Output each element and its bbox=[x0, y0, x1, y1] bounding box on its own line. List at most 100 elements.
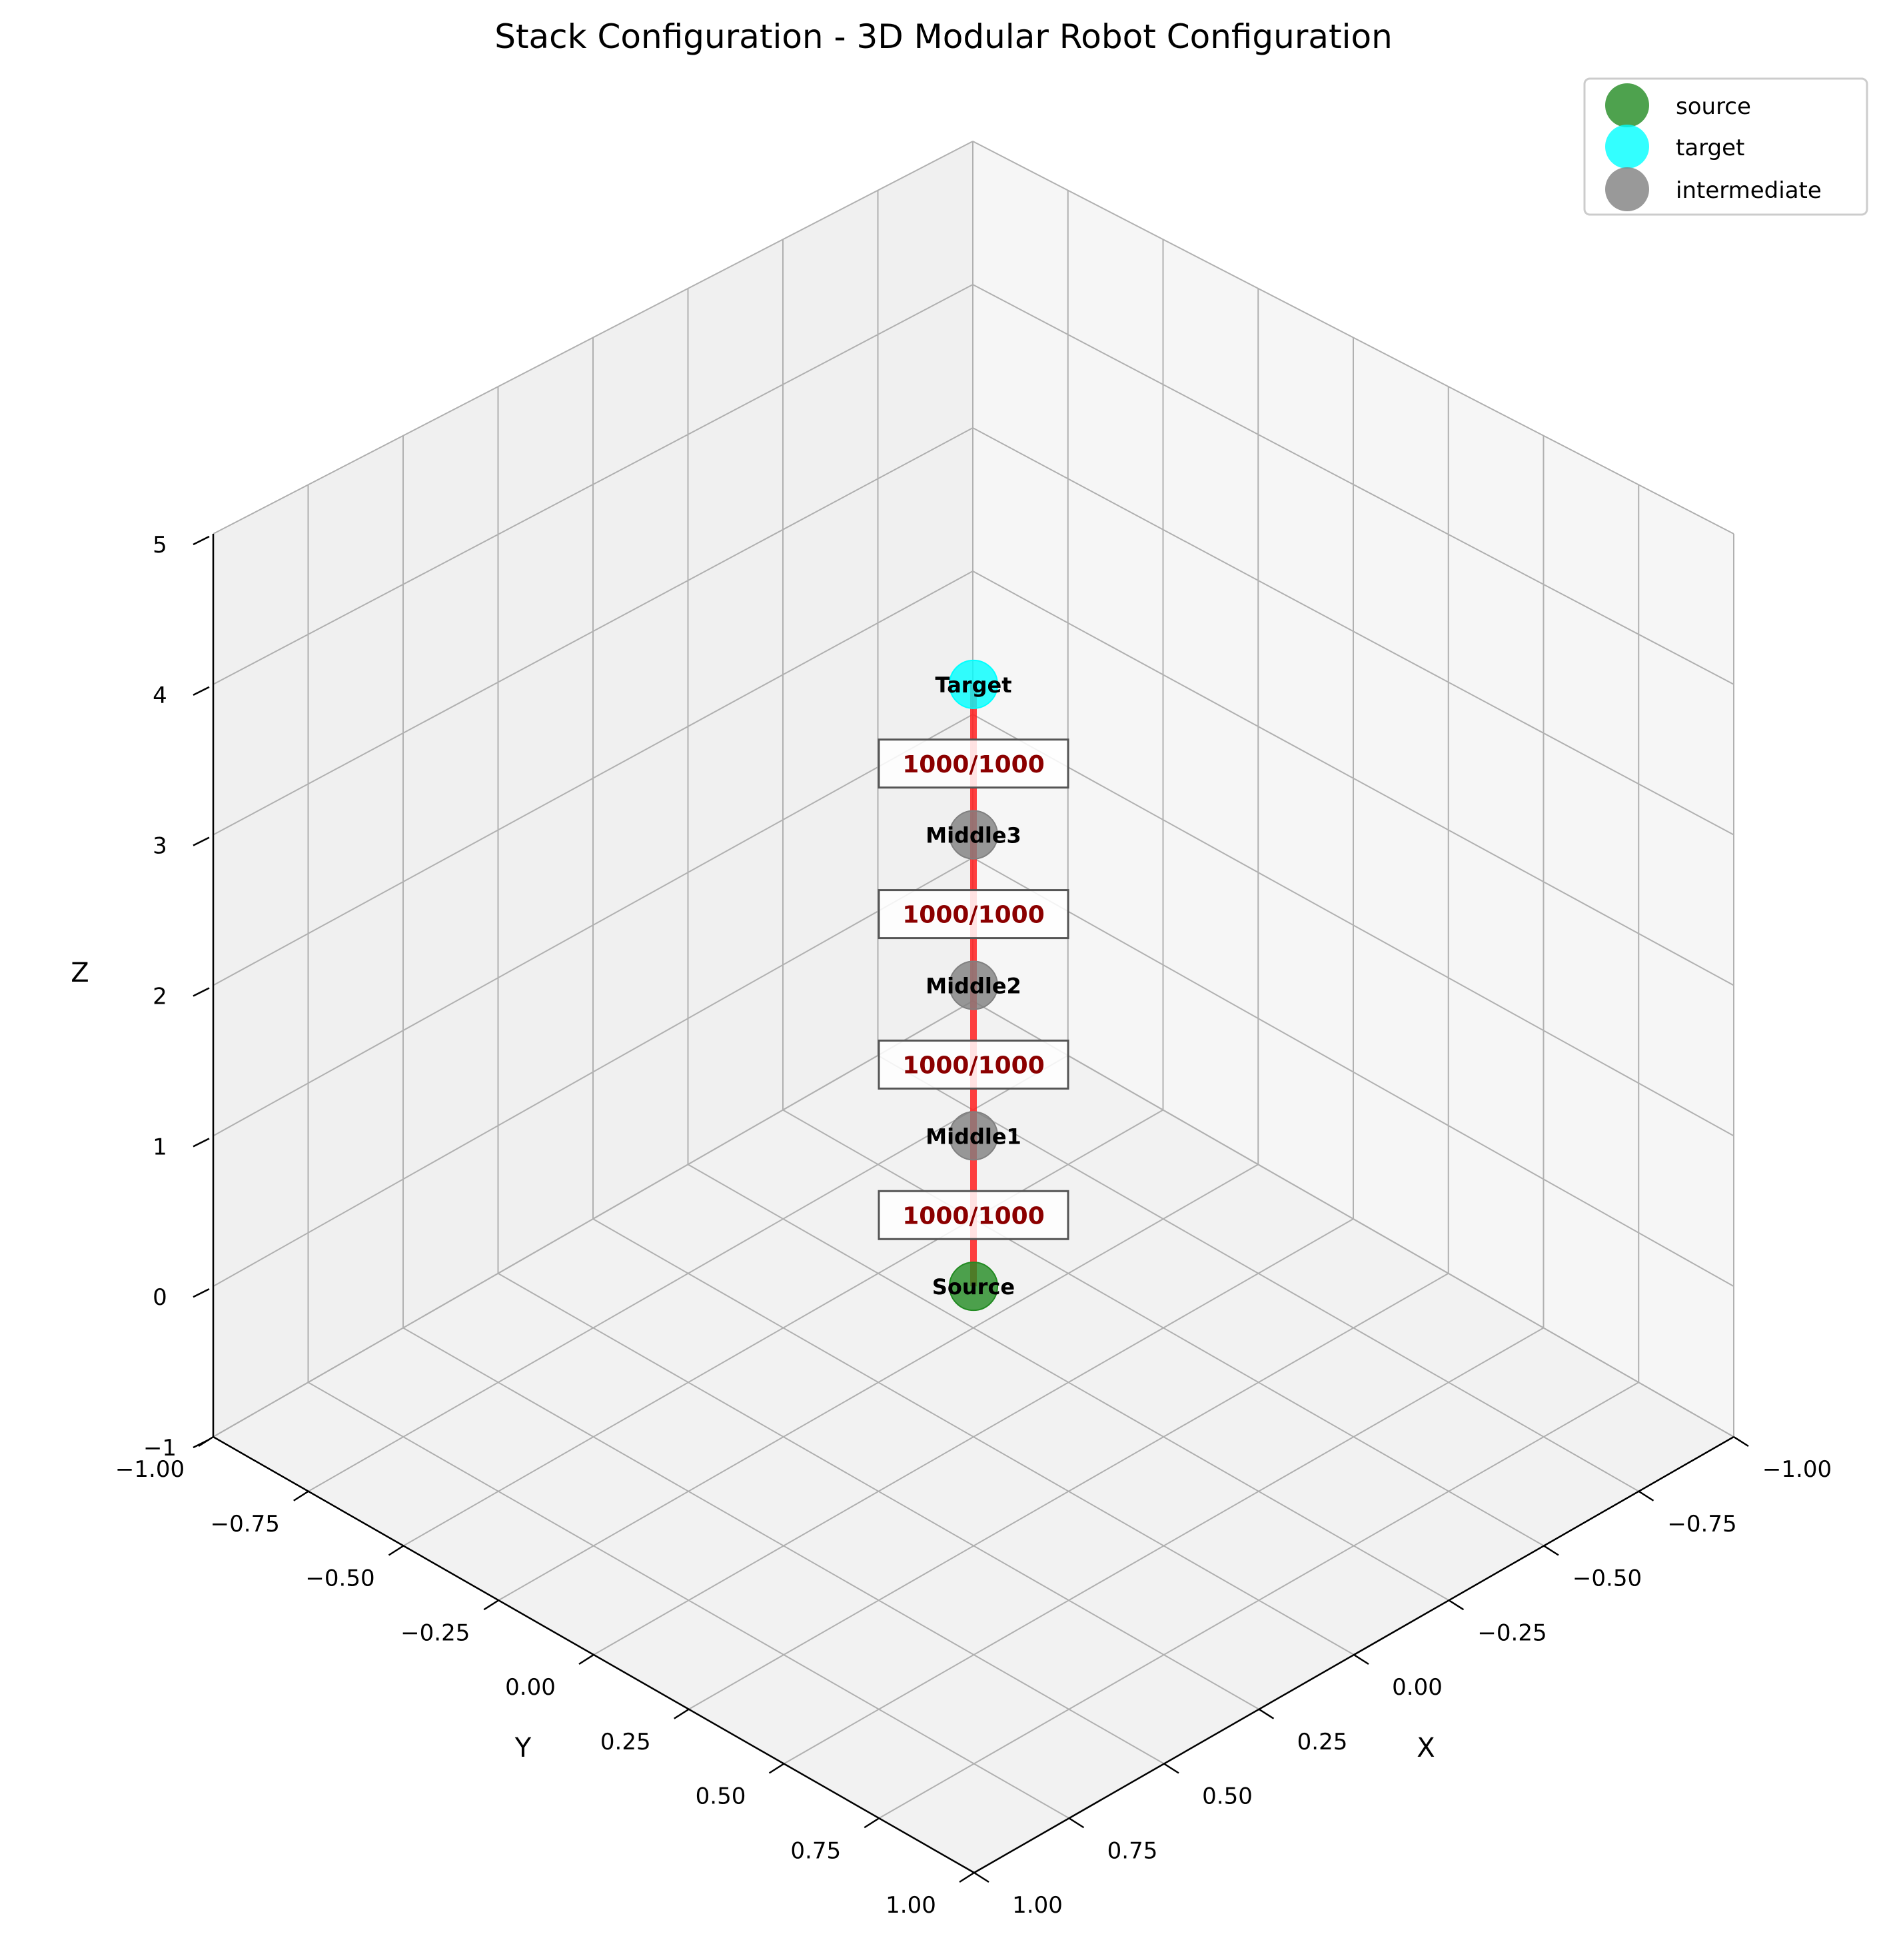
z-tick bbox=[193, 686, 210, 696]
x-axis-label: X bbox=[1417, 1733, 1435, 1763]
z-tick-label: 0 bbox=[153, 1284, 167, 1311]
node-label: Target bbox=[936, 672, 1012, 698]
y-tick-label: −0.25 bbox=[400, 1619, 470, 1646]
y-tick bbox=[388, 1545, 404, 1556]
legend-marker-source bbox=[1605, 83, 1649, 127]
gridline-z-leftwall bbox=[213, 427, 973, 836]
gridline-z-rightwall bbox=[972, 427, 1734, 836]
gridline-z-leftwall bbox=[213, 570, 973, 986]
node-label: Middle1 bbox=[926, 1124, 1021, 1149]
legend-label-source: source bbox=[1676, 93, 1751, 120]
y-tick-label: −0.50 bbox=[305, 1565, 374, 1592]
gridline-y-floor bbox=[784, 1327, 1544, 1765]
node-marker-middle1 bbox=[949, 1111, 998, 1161]
y-tick bbox=[578, 1653, 594, 1665]
gridline-y-floor bbox=[308, 1054, 1069, 1492]
gridline-z-leftwall bbox=[213, 1000, 973, 1438]
edge-label: 1000/1000 bbox=[902, 902, 1045, 929]
z-tick-label: 2 bbox=[153, 984, 167, 1010]
gridline-z-leftwall bbox=[213, 714, 973, 1137]
y-tick bbox=[768, 1763, 785, 1774]
legend-label-target: target bbox=[1676, 135, 1744, 161]
y-tick-label: −1.00 bbox=[115, 1456, 185, 1483]
x-tick bbox=[1543, 1545, 1559, 1556]
y-tick-label: −0.75 bbox=[211, 1511, 280, 1537]
node-markers: Source Middle1 Middle2 Middle3 Target bbox=[926, 659, 1021, 1312]
y-tick-label: 0.75 bbox=[790, 1837, 841, 1864]
z-tick-label: 4 bbox=[153, 682, 167, 709]
gridline-z-leftwall bbox=[213, 857, 973, 1288]
node-label: Source bbox=[932, 1274, 1015, 1300]
legend-marker-intermediate bbox=[1605, 167, 1649, 211]
z-tick bbox=[193, 987, 210, 997]
z-tick bbox=[193, 836, 210, 846]
y-tick bbox=[293, 1490, 309, 1501]
node-marker-middle3 bbox=[949, 810, 998, 860]
gridline-y-floor bbox=[688, 1272, 1449, 1710]
z-tick-label: 1 bbox=[153, 1134, 167, 1160]
x-tick-label: 0.25 bbox=[1297, 1729, 1348, 1755]
gridline-z-leftwall bbox=[213, 141, 973, 534]
gridline-z-leftwall bbox=[213, 284, 973, 685]
gridline-z-rightwall bbox=[972, 570, 1734, 986]
edge-label-box bbox=[878, 738, 1069, 789]
x-tick-label: −1.00 bbox=[1762, 1456, 1832, 1483]
z-tick-label: 5 bbox=[153, 532, 167, 558]
legend-label-intermediate: intermediate bbox=[1676, 177, 1822, 204]
x-tick bbox=[1353, 1653, 1369, 1665]
y-tick bbox=[864, 1817, 880, 1829]
node-marker-source bbox=[949, 1262, 998, 1312]
z-tick bbox=[193, 1288, 210, 1298]
gridline-z-rightwall bbox=[972, 714, 1734, 1137]
x-tick bbox=[1448, 1599, 1465, 1611]
x-tick-label: −0.25 bbox=[1477, 1619, 1547, 1646]
x-tick-label: 0.50 bbox=[1202, 1783, 1253, 1810]
y-tick-label: 0.50 bbox=[696, 1783, 746, 1810]
gridline-y-floor bbox=[593, 1218, 1354, 1655]
y-tick bbox=[674, 1708, 690, 1719]
z-tick bbox=[193, 535, 210, 546]
x-tick-label: 0.00 bbox=[1392, 1674, 1443, 1701]
z-tick bbox=[193, 1138, 210, 1148]
edge-label-box bbox=[878, 1190, 1069, 1240]
z-tick bbox=[193, 1438, 210, 1449]
gridline-z-rightwall bbox=[972, 284, 1734, 685]
edge-label-box bbox=[878, 889, 1069, 940]
x-tick bbox=[1163, 1763, 1179, 1774]
x-tick bbox=[1733, 1436, 1749, 1448]
edge-label: 1000/1000 bbox=[902, 751, 1045, 778]
x-tick bbox=[1068, 1817, 1085, 1829]
gridline-z-rightwall bbox=[972, 857, 1734, 1288]
gridline-y-floor bbox=[403, 1109, 1163, 1547]
gridline-z-rightwall bbox=[972, 1000, 1734, 1438]
z-tick-label: −1 bbox=[143, 1435, 177, 1462]
y-tick-label: 0.25 bbox=[600, 1729, 651, 1755]
node-label: Middle2 bbox=[926, 974, 1021, 999]
x-tick bbox=[1258, 1708, 1275, 1719]
axis-ticks: −1.00 −0.75 −0.50 −0.25 0.00 0.25 0.50 0.75 1.00… bbox=[115, 532, 1832, 1919]
y-tick-label: 1.00 bbox=[886, 1892, 936, 1919]
y-tick bbox=[959, 1871, 975, 1883]
z-tick-label: 3 bbox=[153, 833, 167, 860]
x-tick-label: −0.75 bbox=[1667, 1511, 1736, 1537]
z-axis-label: Z bbox=[71, 958, 89, 988]
node-marker-middle2 bbox=[949, 960, 998, 1010]
gridline-z-rightwall bbox=[972, 141, 1734, 534]
edge-label-box bbox=[878, 1039, 1069, 1090]
x-tick-label: −0.50 bbox=[1572, 1565, 1642, 1592]
node-marker-target bbox=[949, 659, 998, 709]
edge-label: 1000/1000 bbox=[902, 1052, 1045, 1079]
legend: source target intermediate bbox=[1583, 77, 1868, 216]
y-tick-label: 0.00 bbox=[505, 1674, 556, 1701]
legend-marker-target bbox=[1605, 125, 1649, 169]
y-tick bbox=[483, 1599, 499, 1611]
x-tick bbox=[1638, 1490, 1654, 1501]
x-tick-label: 0.75 bbox=[1107, 1837, 1158, 1864]
gridline-y-floor bbox=[498, 1164, 1259, 1601]
chart-title: Stack Configuration - 3D Modular Robot C… bbox=[494, 17, 1393, 56]
edge-labels: 1000/1000 1000/1000 1000/1000 1000/1000 bbox=[878, 738, 1069, 1240]
x-tick bbox=[973, 1871, 989, 1883]
legend-frame bbox=[1583, 77, 1868, 216]
y-axis-label: Y bbox=[514, 1733, 532, 1763]
